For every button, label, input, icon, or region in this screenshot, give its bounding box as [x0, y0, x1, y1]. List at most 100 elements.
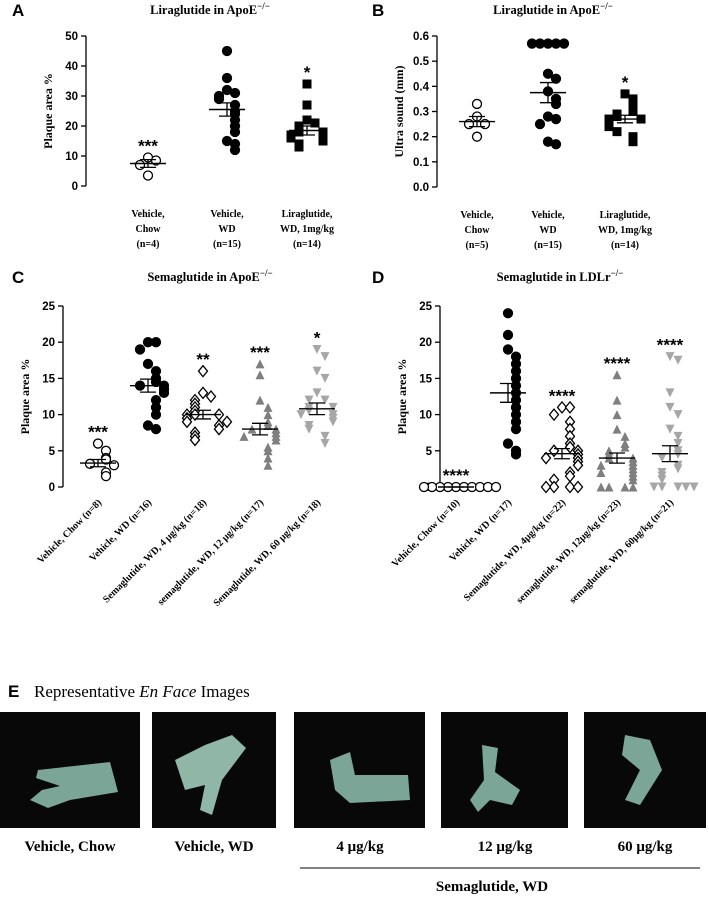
point	[550, 98, 562, 110]
title-part: Images	[196, 682, 249, 701]
point	[255, 395, 265, 405]
point	[320, 395, 330, 405]
error-bar	[662, 445, 678, 463]
point	[150, 155, 162, 166]
y-axis-label: Plaque area %	[18, 359, 32, 435]
point	[628, 132, 638, 142]
point	[100, 470, 112, 482]
point	[286, 133, 296, 143]
x-tick-label: (n=15)	[534, 240, 562, 251]
point	[673, 431, 683, 441]
point	[604, 122, 614, 132]
point	[612, 395, 622, 405]
point	[471, 98, 483, 110]
point	[542, 68, 554, 79]
point	[294, 142, 304, 152]
point	[665, 352, 675, 362]
significance: *	[622, 73, 629, 92]
point	[657, 475, 667, 485]
point	[510, 423, 522, 435]
significance: ****	[443, 466, 470, 485]
point	[604, 482, 614, 492]
x-tick-label: Chow	[464, 225, 490, 236]
point	[564, 480, 576, 494]
y-tick-label: 50	[65, 31, 78, 43]
point	[320, 439, 330, 449]
title-text: Liraglutide in ApoE	[493, 3, 600, 17]
point	[221, 72, 233, 84]
point	[197, 364, 209, 378]
tissue	[175, 735, 246, 815]
error-bar	[252, 422, 268, 436]
point	[150, 337, 162, 348]
y-tick-label: 0	[49, 482, 55, 494]
point	[229, 144, 241, 156]
point	[673, 439, 683, 449]
x-tick-label: Vehicle,	[531, 210, 565, 221]
point	[142, 170, 154, 181]
significance: ****	[549, 386, 576, 405]
chart-title: Liraglutide in ApoE−/−	[493, 1, 613, 17]
point	[318, 136, 328, 146]
x-tick-label: Semaglutide, WD, 4 μg/kg (n=18)	[101, 497, 209, 605]
point	[255, 359, 265, 369]
error-bar	[540, 81, 556, 104]
point	[628, 94, 638, 104]
point	[548, 444, 560, 458]
caption: Vehicle, WD	[174, 839, 253, 855]
caption: 4 μg/kg	[336, 839, 384, 855]
point	[620, 442, 630, 452]
error-bar	[140, 158, 156, 169]
title-text: Semaglutide in ApoE	[147, 270, 260, 284]
tissue	[622, 735, 662, 805]
y-tick-label: 10	[42, 410, 55, 422]
point	[526, 38, 538, 49]
point	[263, 410, 273, 420]
x-tick-label: Semaglutide, WD, 60 μg/kg (n=18)	[212, 497, 324, 609]
point	[620, 89, 630, 99]
point	[304, 395, 314, 405]
title-sup: −/−	[257, 1, 270, 11]
point	[134, 344, 146, 355]
point	[263, 460, 273, 470]
point	[229, 126, 241, 138]
significance: **	[196, 350, 210, 369]
point	[548, 480, 560, 494]
error-bar	[469, 115, 485, 128]
point	[657, 453, 667, 463]
title-text: Semaglutide in LDLr	[497, 270, 611, 284]
point	[221, 415, 233, 429]
x-tick-label: WD, 1mg/kg	[598, 225, 652, 236]
y-tick-label: 10	[65, 151, 78, 163]
point	[490, 481, 502, 493]
image	[441, 712, 568, 828]
point	[320, 373, 330, 383]
point	[108, 460, 120, 471]
point	[302, 115, 312, 125]
point	[612, 410, 622, 420]
point	[302, 100, 312, 110]
point	[665, 388, 675, 398]
significance: ***	[88, 423, 108, 442]
y-tick-label: 30	[65, 91, 78, 103]
en-face-images	[0, 712, 706, 869]
point	[612, 112, 622, 122]
point	[296, 410, 306, 420]
point	[213, 93, 225, 105]
error-bar	[195, 409, 211, 420]
x-tick-label: (n=4)	[137, 239, 160, 250]
point	[502, 438, 514, 449]
group-label: Semaglutide, WD	[436, 879, 548, 895]
point	[534, 118, 546, 130]
point	[620, 482, 630, 492]
point	[229, 87, 241, 99]
tissue	[330, 752, 410, 803]
point	[540, 480, 552, 494]
x-tick-label: semaglutide, WD, 60μg/kg (n=21)	[568, 497, 677, 606]
panel-letter: D	[372, 268, 384, 287]
error-bar	[500, 382, 516, 403]
x-tick-label: (n=5)	[466, 240, 489, 251]
y-tick-label: 20	[65, 121, 78, 133]
